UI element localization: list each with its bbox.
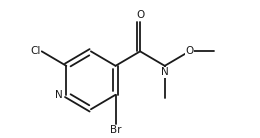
Text: N: N <box>55 90 63 100</box>
Text: O: O <box>136 10 144 20</box>
Text: Br: Br <box>110 125 121 135</box>
Text: Cl: Cl <box>30 46 40 56</box>
Text: N: N <box>161 67 169 77</box>
Text: O: O <box>185 46 193 56</box>
